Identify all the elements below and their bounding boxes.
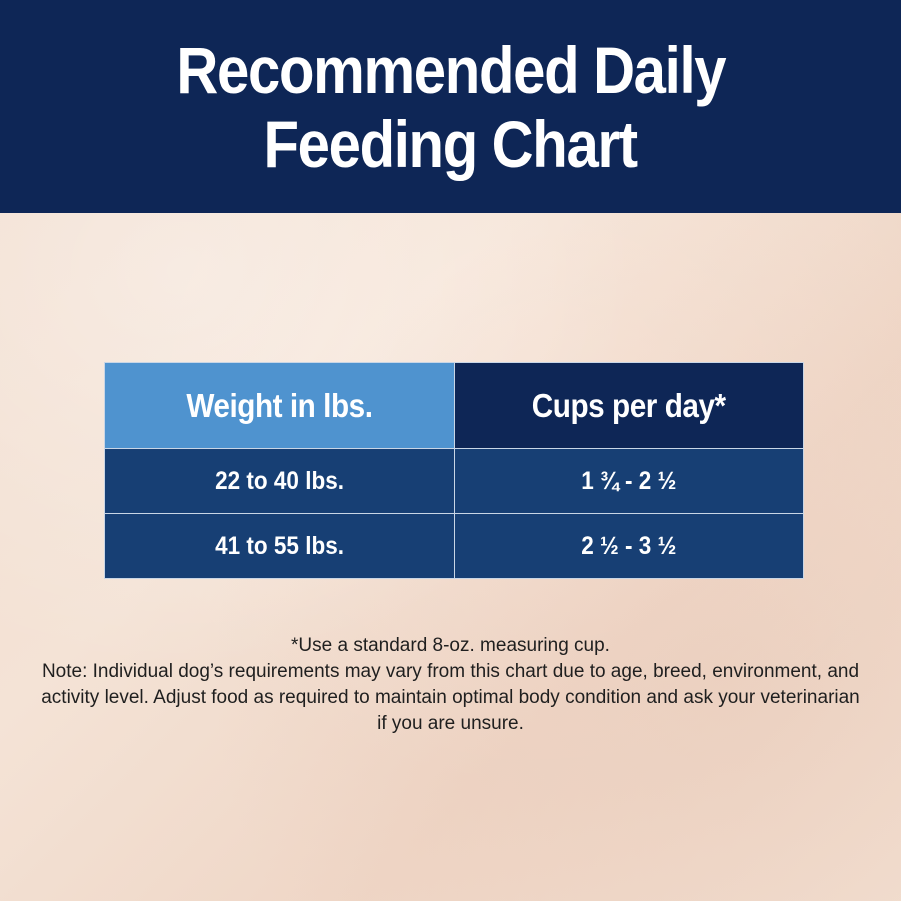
- weight-value: 41 to 55 lbs.: [214, 531, 344, 560]
- table-header-row: Weight in lbs. Cups per day*: [104, 362, 804, 449]
- feeding-table: Weight in lbs. Cups per day* 22 to 40 lb…: [104, 362, 804, 579]
- weight-cell: 41 to 55 lbs.: [104, 513, 455, 579]
- page-title-line-2: Feeding Chart: [263, 106, 639, 181]
- cups-cell: 1 ¾ - 2 ½: [453, 448, 804, 514]
- cups-cell: 2 ½ - 3 ½: [453, 513, 804, 579]
- page-title-line-1: Recommended Daily: [176, 32, 726, 107]
- column-header-weight-label: Weight in lbs.: [186, 386, 373, 424]
- measuring-cup-footnote: *Use a standard 8-oz. measuring cup.: [291, 635, 610, 656]
- weight-value: 22 to 40 lbs.: [214, 466, 344, 495]
- column-header-cups-label: Cups per day*: [531, 386, 726, 424]
- table-row: 41 to 55 lbs. 2 ½ - 3 ½: [104, 513, 804, 579]
- column-header-cups: Cups per day*: [453, 362, 804, 449]
- column-header-weight: Weight in lbs.: [104, 362, 455, 449]
- feeding-notes: *Use a standard 8-oz. measuring cup. Not…: [40, 633, 861, 737]
- requirements-note: Note: Individual dog’s requirements may …: [41, 661, 860, 734]
- table-row: 22 to 40 lbs. 1 ¾ - 2 ½: [104, 448, 804, 514]
- weight-cell: 22 to 40 lbs.: [104, 448, 455, 514]
- cups-value: 2 ½ - 3 ½: [581, 531, 677, 560]
- title-banner: Recommended Daily Feeding Chart: [0, 0, 901, 213]
- cups-value: 1 ¾ - 2 ½: [581, 466, 677, 495]
